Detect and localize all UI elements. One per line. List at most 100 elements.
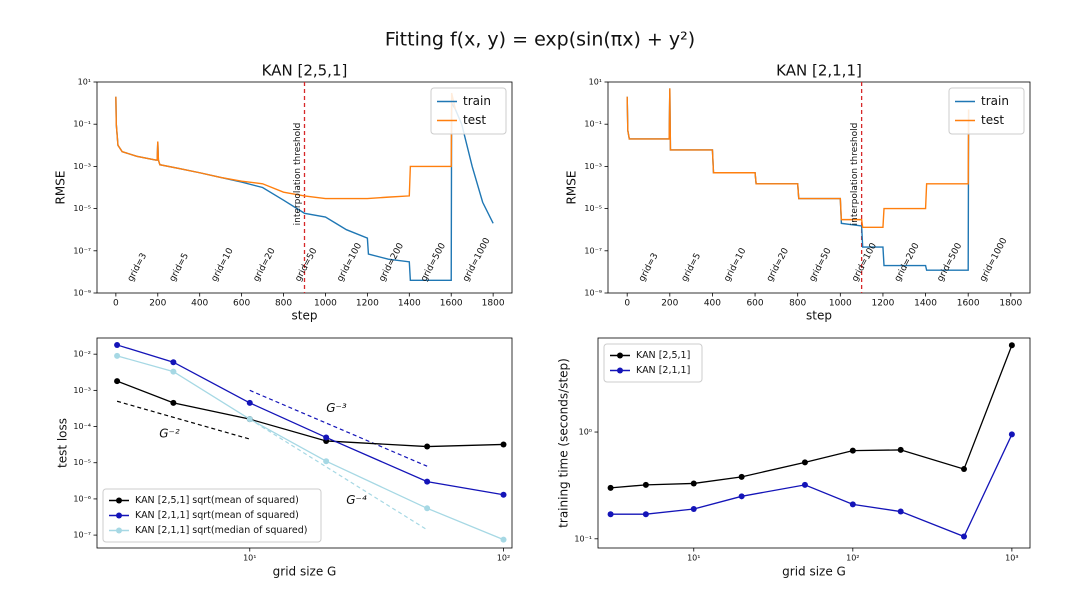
data-point [170, 359, 177, 366]
legend-marker [617, 367, 623, 374]
grid-label: grid=100 [335, 241, 364, 283]
grid-label: grid=50 [808, 246, 834, 283]
data-point [500, 491, 507, 498]
x-tick-label: 800 [275, 299, 292, 309]
x-axis-label: step [292, 309, 318, 323]
y-tick-label: 10¹ [589, 78, 602, 87]
x-tick-label: 1400 [398, 299, 421, 309]
y-tick-label: 10⁻⁷ [73, 246, 91, 255]
y-tick-label: 10⁻¹ [574, 534, 592, 543]
x-tick-label: 400 [191, 299, 208, 309]
x-tick-label: 200 [661, 299, 678, 309]
grid-label: grid=20 [252, 246, 278, 283]
data-point [323, 434, 330, 441]
legend-marker [116, 527, 122, 534]
data-point [114, 352, 121, 359]
x-tick-label: 1600 [440, 299, 463, 309]
y-tick-label: 10⁻⁷ [73, 531, 91, 540]
y-axis-label: training time (seconds/step) [557, 358, 571, 528]
data-point [642, 481, 649, 488]
series-line [115, 92, 457, 200]
data-point [323, 458, 330, 465]
plot-frame [597, 337, 1031, 549]
grid-label: grid=200 [893, 241, 922, 283]
data-point [690, 506, 697, 513]
x-tick-label: 400 [704, 299, 721, 309]
y-tick-label: 10⁻⁵ [584, 204, 602, 213]
y-axis-label: RMSE [54, 171, 68, 205]
grid-label: grid=20 [765, 246, 791, 283]
legend-marker [617, 352, 623, 359]
data-point [801, 459, 808, 466]
data-point [801, 481, 808, 488]
data-point [849, 447, 856, 454]
x-tick-label: 800 [789, 299, 806, 309]
legend-label: test [981, 113, 1004, 127]
x-tick-label: 0 [113, 299, 119, 309]
data-point [960, 533, 967, 540]
y-tick-label: 10⁻⁹ [73, 289, 91, 298]
legend-marker [116, 512, 122, 519]
x-tick-label: 600 [746, 299, 763, 309]
grid-label: grid=3 [126, 252, 149, 284]
data-point [170, 368, 177, 375]
x-tick-label: 1000 [314, 299, 337, 309]
legend-box [948, 87, 1025, 135]
series-line [610, 434, 1013, 538]
y-tick-label: 10⁻⁷ [584, 246, 602, 255]
y-tick-label: 10⁻³ [73, 162, 91, 171]
y-tick-label: 10⁻⁵ [73, 458, 91, 467]
x-tick-label: 1000 [829, 299, 852, 309]
data-point [246, 399, 253, 406]
legend-label: KAN [2,1,1] [636, 365, 690, 376]
y-tick-label: 10⁻⁵ [73, 204, 91, 213]
legend-label: KAN [2,5,1] [636, 350, 690, 361]
grid-label: grid=10 [722, 246, 748, 283]
data-point [246, 416, 253, 423]
grid-label: grid=5 [168, 252, 191, 284]
y-tick-label: 10⁻² [73, 350, 91, 359]
subplot-title: KAN [2,1,1] [776, 62, 862, 80]
plot-area [116, 344, 504, 541]
series-line [626, 88, 970, 228]
subplot-title: KAN [2,5,1] [262, 62, 348, 80]
data-point [500, 441, 507, 448]
grid-label: grid=5 [680, 252, 703, 284]
x-tick-label: 10³ [1005, 554, 1018, 563]
x-tick-label: 1200 [356, 299, 379, 309]
data-point [424, 443, 431, 450]
plot-frame [607, 81, 1031, 294]
grid-label: grid=1000 [461, 236, 493, 283]
data-point [114, 341, 121, 348]
data-point [424, 478, 431, 485]
x-axis-label: step [806, 309, 832, 323]
grid-label: grid=1000 [978, 236, 1010, 283]
x-tick-label: 1600 [957, 299, 980, 309]
data-point [114, 378, 121, 385]
series-line [116, 380, 504, 448]
threshold-label: interpolation threshold [850, 123, 860, 226]
x-tick-label: 10² [846, 554, 859, 563]
legend-label: train [981, 94, 1009, 108]
data-point [500, 536, 507, 543]
x-axis-label: grid size G [782, 565, 846, 579]
data-point [170, 399, 177, 406]
y-tick-label: 10⁰ [579, 428, 592, 437]
x-tick-label: 1800 [482, 299, 505, 309]
grid-label: grid=200 [377, 241, 406, 283]
data-point [607, 484, 614, 491]
plot-frame [96, 337, 513, 549]
grid-label: grid=10 [210, 246, 236, 283]
y-tick-label: 10⁻⁴ [73, 422, 91, 431]
y-tick-label: 10⁻³ [73, 386, 91, 395]
reference-line [116, 400, 250, 440]
legend-label: test [463, 113, 486, 127]
plot-area [626, 82, 970, 293]
reference-label: G⁻⁴ [346, 493, 367, 507]
legend-label: KAN [2,1,1] sqrt(mean of squared) [135, 510, 299, 521]
data-point [960, 466, 967, 473]
data-point [897, 508, 904, 515]
y-tick-label: 10⁻⁹ [584, 289, 602, 298]
x-tick-label: 10² [497, 554, 510, 563]
x-tick-label: 10¹ [687, 554, 700, 563]
